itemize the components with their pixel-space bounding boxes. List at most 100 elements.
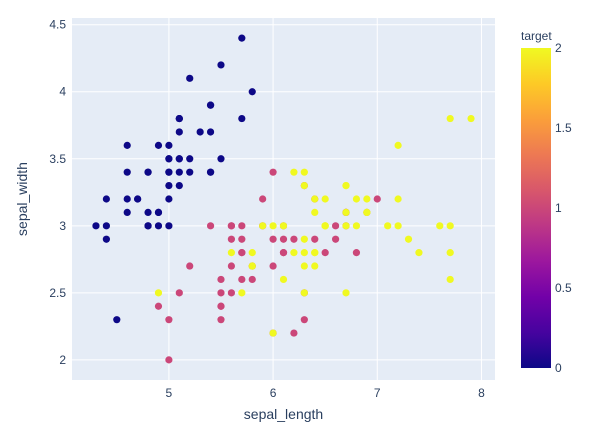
data-point (123, 141, 131, 149)
data-point (227, 222, 236, 230)
data-point (311, 235, 319, 243)
data-point (279, 275, 288, 284)
data-point (227, 262, 236, 270)
x-axis-ticks: 5 6 7 8 (166, 386, 486, 400)
x-tick-label: 5 (166, 386, 173, 400)
data-point (446, 249, 454, 257)
data-point (238, 114, 246, 123)
data-point (144, 168, 152, 176)
data-point (206, 101, 215, 109)
colorbar-tick-label: 2 (555, 41, 562, 55)
data-point (311, 195, 319, 203)
data-point (238, 289, 246, 297)
data-point (238, 275, 246, 284)
data-point (279, 222, 288, 230)
data-point (321, 249, 329, 257)
data-point (290, 329, 298, 337)
data-point (154, 208, 163, 217)
colorbar-title: target (521, 29, 552, 43)
data-point (394, 141, 402, 149)
x-tick-label: 7 (374, 386, 381, 400)
data-point (165, 195, 173, 203)
y-tick-label: 4 (59, 85, 66, 99)
data-point (446, 114, 454, 123)
data-point (300, 289, 308, 297)
colorbar-tick-label: 0 (555, 361, 562, 375)
colorbar (521, 48, 551, 368)
x-axis-title: sepal_length (244, 406, 323, 422)
data-point (363, 208, 371, 217)
data-point (102, 235, 110, 243)
data-point (165, 168, 173, 176)
colorbar-ticks: 0 0.5 1 1.5 2 (555, 41, 572, 375)
data-point (123, 208, 131, 217)
data-point (300, 316, 308, 324)
data-point (269, 235, 277, 243)
data-point (311, 249, 319, 257)
data-point (227, 235, 236, 243)
data-point (290, 168, 298, 176)
data-point (279, 249, 288, 257)
data-point (154, 289, 163, 297)
data-point (384, 222, 392, 230)
data-point (165, 181, 173, 190)
data-point (144, 222, 152, 230)
data-point (217, 275, 225, 284)
data-point (311, 262, 319, 270)
data-point (300, 235, 308, 243)
data-point (238, 222, 246, 230)
data-point (342, 289, 350, 297)
data-point (154, 141, 163, 149)
data-point (269, 262, 277, 270)
data-point (467, 114, 475, 123)
data-point (300, 181, 308, 190)
data-point (290, 249, 298, 257)
data-point (186, 155, 194, 163)
data-point (259, 222, 267, 230)
data-point (102, 195, 110, 203)
data-point (394, 222, 402, 230)
data-point (217, 61, 225, 69)
data-point (321, 222, 329, 230)
data-point (331, 222, 340, 230)
y-tick-label: 2.5 (49, 286, 66, 300)
data-point (123, 195, 131, 203)
data-point (186, 74, 194, 82)
data-point (300, 249, 308, 257)
data-point (248, 275, 256, 284)
data-point (165, 356, 173, 364)
data-point (217, 155, 225, 163)
data-point (404, 235, 413, 243)
data-point (331, 235, 340, 243)
data-point (206, 128, 215, 136)
data-point (259, 195, 267, 203)
data-point (175, 181, 183, 190)
data-point (175, 168, 183, 176)
data-point (206, 168, 215, 176)
y-tick-label: 4.5 (49, 18, 66, 32)
data-point (415, 249, 423, 257)
data-point (436, 222, 444, 230)
data-point (102, 222, 110, 230)
colorbar-tick-label: 1.5 (555, 121, 572, 135)
data-point (342, 222, 350, 230)
data-point (300, 262, 308, 270)
data-point (352, 249, 361, 257)
y-axis-title: sepal_width (14, 162, 30, 236)
data-point (186, 168, 194, 176)
data-point (269, 222, 277, 230)
data-point (217, 302, 225, 310)
plot-background (72, 18, 495, 380)
data-point (217, 316, 225, 324)
data-point (248, 249, 256, 257)
data-point (123, 168, 131, 176)
data-point (238, 249, 246, 257)
data-point (154, 222, 163, 230)
data-point (175, 114, 183, 123)
data-point (227, 289, 236, 297)
data-point (92, 222, 100, 230)
data-point (373, 195, 381, 203)
data-point (446, 275, 454, 284)
